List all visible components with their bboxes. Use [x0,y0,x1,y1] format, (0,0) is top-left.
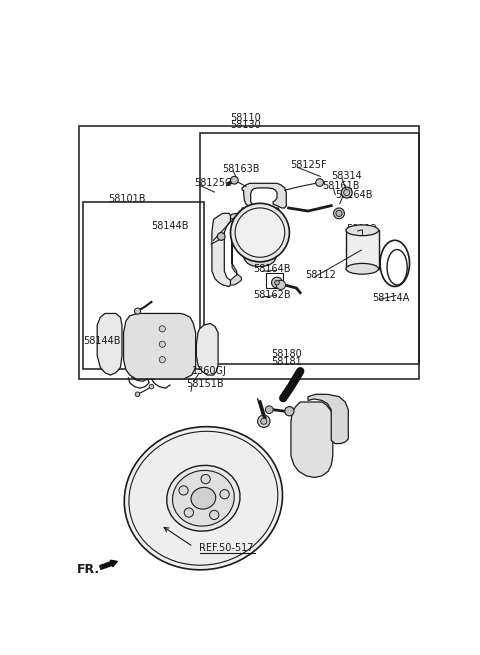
Text: 58163B: 58163B [222,164,259,174]
Circle shape [210,510,219,519]
Polygon shape [242,183,286,208]
Text: 58130: 58130 [230,120,262,130]
Circle shape [220,490,229,499]
Circle shape [285,407,294,416]
Circle shape [135,392,140,397]
Circle shape [159,341,166,347]
Text: FR.: FR. [77,563,100,576]
Circle shape [179,486,188,495]
Circle shape [159,356,166,363]
Circle shape [344,189,350,196]
Circle shape [336,210,342,216]
Polygon shape [242,208,278,267]
Ellipse shape [346,225,379,236]
Bar [346,231,379,269]
Polygon shape [196,324,218,375]
Text: 58161B: 58161B [322,181,360,191]
Circle shape [272,277,282,288]
Circle shape [276,280,286,290]
Ellipse shape [191,487,216,509]
Circle shape [149,384,154,389]
Text: 58144B: 58144B [83,336,120,346]
Circle shape [159,326,166,332]
Text: 58110: 58110 [230,113,262,123]
Circle shape [235,208,285,257]
Polygon shape [97,314,122,375]
Text: 58125C: 58125C [194,178,232,188]
Circle shape [184,508,193,517]
Bar [79,126,419,379]
FancyArrow shape [100,560,117,569]
Ellipse shape [167,465,240,531]
Bar [200,133,419,364]
Circle shape [341,187,352,198]
Text: 58125F: 58125F [290,160,326,170]
Polygon shape [291,402,333,477]
Text: 58112: 58112 [305,271,336,280]
Circle shape [261,418,267,424]
Circle shape [134,308,141,314]
Circle shape [275,280,279,285]
Text: REF.50-517: REF.50-517 [200,543,254,553]
Polygon shape [123,314,196,379]
Circle shape [334,208,345,219]
Circle shape [201,474,210,484]
Circle shape [217,233,225,240]
Text: 58101B: 58101B [108,194,146,204]
Text: 58164B: 58164B [252,264,290,274]
Text: 1360GJ: 1360GJ [192,366,227,376]
Circle shape [265,406,273,413]
Ellipse shape [346,263,379,274]
Text: 58180: 58180 [271,350,302,360]
Text: 58114A: 58114A [372,293,410,303]
Text: 58113: 58113 [346,224,376,234]
Polygon shape [308,394,348,443]
Text: 58314: 58314 [332,172,362,181]
Polygon shape [212,214,230,286]
Text: 58164B: 58164B [335,189,373,200]
Polygon shape [230,214,241,285]
Circle shape [230,203,289,262]
Circle shape [230,176,238,184]
Ellipse shape [172,470,234,526]
Ellipse shape [129,431,278,565]
Text: 58151B: 58151B [186,379,223,388]
Ellipse shape [124,426,283,570]
Text: 58181: 58181 [271,357,302,367]
Circle shape [258,415,270,428]
Text: 58144B: 58144B [151,221,189,231]
Bar [83,202,204,369]
Circle shape [316,179,324,187]
Text: 58162B: 58162B [252,290,290,301]
Bar [266,272,283,288]
